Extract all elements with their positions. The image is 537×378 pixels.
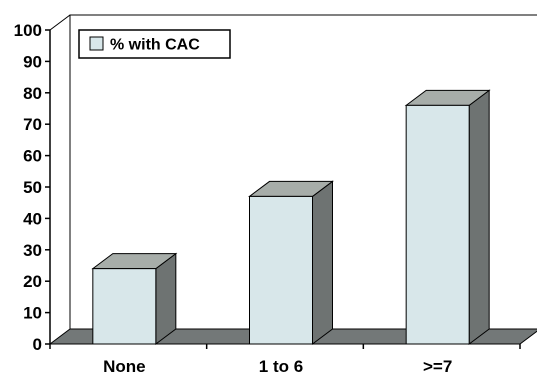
y-axis-depth-line [49, 14, 71, 31]
bar [91, 252, 178, 345]
y-tick-label: 30 [23, 241, 42, 260]
bar-front [405, 104, 470, 345]
legend: % with CAC [78, 29, 231, 59]
legend-box [78, 29, 231, 59]
y-tick-label: 10 [23, 304, 42, 323]
bar-front [249, 195, 313, 345]
bars-layer [91, 89, 491, 345]
y-tick-label: 50 [23, 178, 42, 197]
y-tick-label: 20 [23, 272, 42, 291]
y-tick-label: 70 [23, 115, 42, 134]
bar-front [92, 268, 157, 345]
x-category-label: None [103, 357, 146, 376]
chart-back-wall [69, 14, 537, 329]
bar [248, 180, 334, 345]
labels-layer: 0 10 20 30 40 50 60 70 80 90 100 None 1 to 6 >=7 [14, 21, 453, 376]
y-tick-label: 100 [14, 21, 42, 40]
x-category-label: >=7 [423, 357, 452, 376]
bar-side [155, 252, 177, 345]
y-tick-label: 60 [23, 147, 42, 166]
legend-swatch [89, 36, 104, 51]
bar-side [312, 180, 333, 345]
bar-side [468, 89, 490, 345]
y-tick-label: 40 [23, 209, 42, 228]
y-tick-label: 80 [23, 84, 42, 103]
y-tick-label: 0 [33, 335, 42, 354]
x-category-label: 1 to 6 [259, 357, 303, 376]
bar [404, 89, 491, 345]
legend-label: % with CAC [110, 37, 200, 54]
y-tick-label: 90 [23, 52, 42, 71]
